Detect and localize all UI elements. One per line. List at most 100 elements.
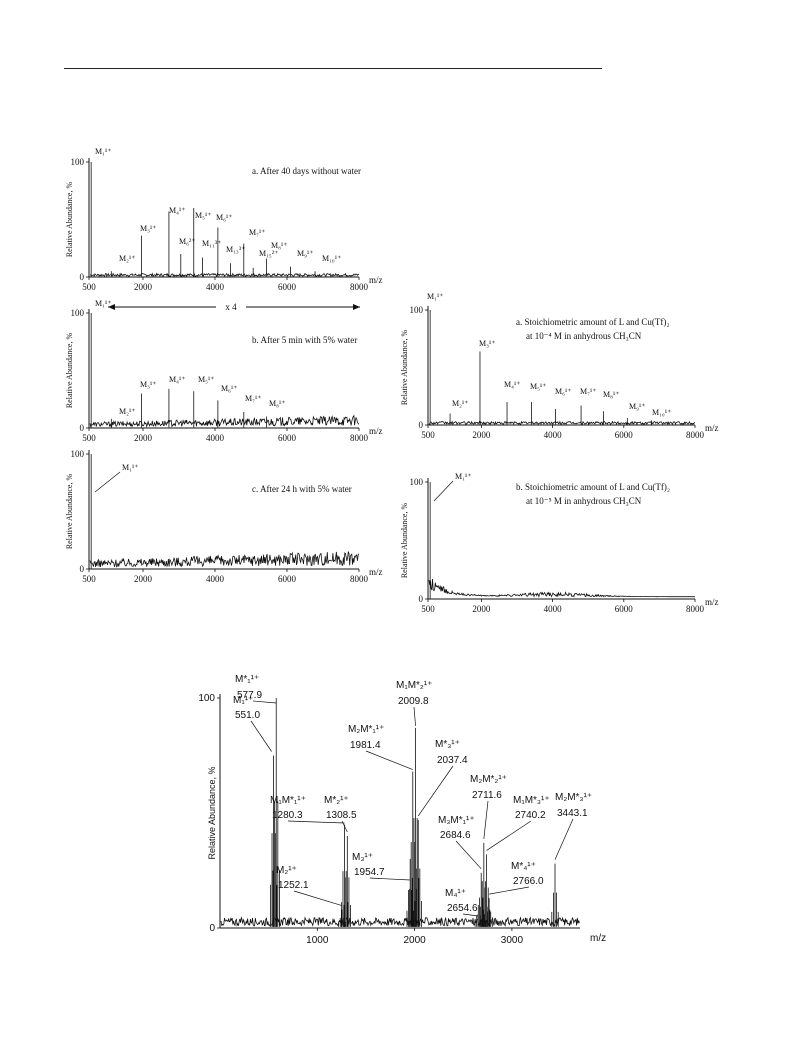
peak-label: M₂¹⁺ [452, 399, 469, 408]
x-tick-label: 2000 [134, 282, 153, 292]
x-tick-label: 4000 [206, 282, 225, 292]
peak-value: 2711.6 [472, 790, 502, 801]
peak-value: 577.9 [237, 690, 262, 701]
x-axis-label: m/z [369, 275, 383, 285]
peak-label: M₁M*₂¹⁺ [396, 680, 432, 691]
peak-label: M₇¹⁺ [580, 387, 597, 396]
x-tick-label: 2000 [134, 574, 153, 584]
y-axis-label: Relative Abundance, % [65, 182, 74, 258]
x-tick-label: 6000 [278, 574, 297, 584]
label-leader [293, 890, 342, 906]
peak-label: M₈¹⁺ [269, 399, 286, 408]
peak-value: 2009.8 [398, 696, 429, 707]
peak-label: M₂¹⁺ [119, 407, 136, 416]
y-axis-label: Relative Abundance, % [65, 474, 74, 550]
y-axis-label: Relative Abundance, % [400, 503, 409, 579]
panel-subtitle: at 10⁻⁵ M in anhydrous CH₃CN [526, 496, 642, 506]
x-tick-label: 6000 [615, 604, 634, 614]
peak-label: M₂M*₂¹⁺ [470, 774, 507, 785]
x-tick-label: 3000 [501, 935, 524, 946]
peak-label: M₂¹⁺ [276, 865, 297, 876]
panel-title: a. After 40 days without water [252, 166, 361, 176]
peak-value: 1308.5 [326, 810, 357, 821]
x-tick-label: 8000 [350, 282, 369, 292]
x-axis-label: m/z [590, 933, 606, 944]
spectrum-bottom: 0 100 1000 2000 3000 m/z Relative Abundance, %… [198, 674, 606, 946]
panel-title: b. Stoichiometric amount of L and Cu(Tf)… [516, 482, 670, 492]
y-tick-label: 0 [80, 272, 85, 282]
arrowhead-right [353, 304, 360, 310]
peak-label: M₆¹⁺ [221, 384, 238, 393]
peak-label: M₃¹⁺ [140, 380, 157, 389]
peak-label: M₃M*₁¹⁺ [438, 815, 475, 826]
peak-label: M₁₁³⁺ [202, 239, 221, 248]
peak-label: M₆¹⁺ [216, 213, 233, 222]
panel-title: c. After 24 h with 5% water [252, 484, 352, 494]
x-tick-label: 8000 [686, 604, 705, 614]
label-leader [462, 913, 479, 917]
x-tick-label: 4000 [206, 574, 225, 584]
peak-value: 2654.6 [447, 903, 478, 914]
peak-label: M₄¹⁺ [445, 888, 466, 899]
peak-label: M₂¹⁺ [119, 254, 136, 263]
panel-subtitle: at 10⁻⁴ M in anhydrous CH₃CN [526, 331, 642, 341]
peak-label: M₁¹⁺ [427, 292, 444, 301]
peak-value: 551.0 [235, 710, 260, 721]
label-leader [417, 765, 454, 817]
label-leader [341, 820, 348, 833]
label-leader [287, 820, 345, 824]
peak-value: 3443.1 [557, 808, 588, 819]
y-tick-label: 0 [80, 423, 85, 433]
x-tick-label: 8000 [350, 574, 369, 584]
label-leader [365, 750, 413, 770]
x-tick-label: 2000 [403, 935, 426, 946]
peak-label: M₉¹⁺ [297, 249, 314, 258]
y-axis-label: Relative Abundance, % [400, 330, 409, 406]
x-tick-label: 1000 [306, 935, 329, 946]
label-leader [250, 720, 272, 752]
peak-value: 1280.3 [272, 810, 303, 821]
label-leader [489, 886, 530, 895]
peak-label: M₆¹⁺ [555, 387, 572, 396]
y-tick-label: 100 [71, 308, 85, 318]
panel-title: b. After 5 min with 5% water [252, 335, 357, 345]
label-leader [413, 706, 416, 726]
x-tick-label: 500 [82, 433, 96, 443]
scale-annotation: x 4 [225, 302, 237, 312]
peak-label: M*₃¹⁺ [435, 739, 460, 750]
x-tick-label: 4000 [544, 604, 563, 614]
x-tick-label: 4000 [206, 433, 225, 443]
noise-trace [428, 420, 695, 426]
y-tick-label: 100 [198, 693, 215, 704]
peak-value: 2684.6 [440, 830, 471, 841]
label-leader [554, 818, 574, 860]
peak-value: 1954.7 [354, 867, 385, 878]
peak-label: M₆²⁺ [179, 237, 196, 246]
x-tick-label: 6000 [278, 433, 297, 443]
y-tick-label: 100 [410, 305, 424, 315]
y-tick-label: 0 [419, 420, 424, 430]
noise-trace [428, 578, 695, 599]
peak-label: M*₄¹⁺ [511, 861, 536, 872]
x-tick-label: 500 [82, 574, 96, 584]
peak-value: 2740.2 [515, 810, 546, 821]
peak-label: M₁¹⁺ [233, 695, 253, 706]
label-leader [94, 471, 121, 493]
x-tick-label: 6000 [278, 282, 297, 292]
x-tick-label: 6000 [615, 430, 634, 440]
peak-label: M₅¹⁺ [530, 382, 547, 391]
peak-label: M₁¹⁺ [455, 472, 472, 481]
peak-label: M₇¹⁺ [245, 394, 262, 403]
peak-label: M₁₅²⁺ [259, 249, 278, 258]
peak-label: M₂M*₃¹⁺ [555, 792, 592, 803]
x-axis-label: m/z [705, 597, 719, 607]
noise-trace [89, 414, 360, 428]
x-axis-label: m/z [369, 567, 383, 577]
y-tick-label: 100 [71, 449, 85, 459]
peak-label: M₃¹⁺ [479, 339, 496, 348]
peak-label: M₇¹⁺ [249, 228, 266, 237]
peak-label: M*₁¹⁺ [235, 674, 259, 685]
y-tick-label: 100 [71, 157, 85, 167]
